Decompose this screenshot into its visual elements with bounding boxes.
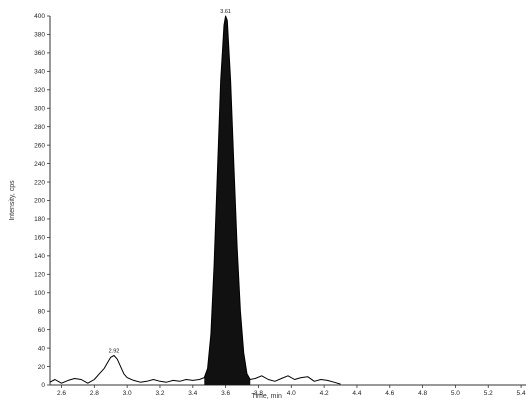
x-tick-label: 3.2 — [155, 390, 164, 397]
x-tick-label: 4.8 — [418, 390, 427, 397]
y-tick-label: 400 — [34, 13, 45, 20]
y-tick-label: 300 — [34, 105, 45, 112]
y-axis-title: Intensity, cps — [9, 180, 16, 221]
x-tick-label: 5.2 — [484, 390, 493, 397]
y-tick-label: 380 — [34, 32, 45, 39]
x-tick-label: 4.0 — [287, 390, 296, 397]
peak-label: 2.92 — [109, 348, 120, 354]
integrated-peak-area — [204, 16, 251, 385]
x-tick-label: 5.0 — [451, 390, 460, 397]
y-tick-label: 40 — [38, 345, 46, 352]
axes — [47, 15, 526, 388]
y-tick-label: 60 — [38, 327, 46, 334]
y-tick-label: 0 — [41, 382, 45, 389]
x-tick-label: 3.6 — [221, 390, 230, 397]
y-tick-label: 260 — [34, 142, 45, 149]
y-tick-label: 320 — [34, 87, 45, 94]
y-tick-label: 360 — [34, 50, 45, 57]
x-tick-label: 5.4 — [517, 390, 526, 397]
x-tick-label: 2.6 — [57, 390, 66, 397]
y-tick-label: 340 — [34, 69, 45, 76]
y-tick-label: 200 — [34, 198, 45, 205]
x-tick-label: 3.4 — [188, 390, 197, 397]
y-tick-label: 180 — [34, 216, 45, 223]
y-tick-label: 280 — [34, 124, 45, 131]
x-tick-label: 2.8 — [90, 390, 99, 397]
x-tick-label: 4.4 — [352, 390, 361, 397]
y-tick-label: 240 — [34, 161, 45, 168]
y-tick-label: 140 — [34, 253, 45, 260]
x-axis-title: Time, min — [251, 393, 282, 400]
x-tick-label: 4.6 — [385, 390, 394, 397]
x-tick-label: 3.0 — [123, 390, 132, 397]
y-tick-label: 20 — [38, 364, 46, 371]
y-tick-label: 160 — [34, 235, 45, 242]
y-tick-label: 100 — [34, 290, 45, 297]
x-tick-label: 3.8 — [254, 390, 263, 397]
y-tick-label: 80 — [38, 308, 46, 315]
plot-area: 2.92 3.61 — [49, 9, 341, 385]
peak-label: 3.61 — [220, 9, 231, 15]
chromatogram-trace — [49, 15, 341, 385]
y-tick-label: 120 — [34, 272, 45, 279]
y-tick-label: 220 — [34, 179, 45, 186]
x-tick-label: 4.2 — [320, 390, 329, 397]
tick-labels: 0 20 40 60 80 100 120 140 160 180 200 220 240 260 280 3… — [34, 13, 526, 397]
